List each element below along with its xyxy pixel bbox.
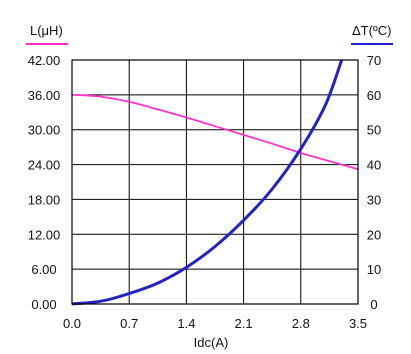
left-tick-label: 0.00	[31, 297, 56, 312]
right-tick-label: 70	[367, 53, 381, 68]
right-tick-label: 60	[367, 88, 381, 103]
grid	[71, 59, 359, 305]
series-layer	[71, 59, 359, 306]
right-tick-label: 10	[367, 262, 381, 277]
x-tick-label: 3.5	[349, 316, 367, 331]
x-tick-label: 0.0	[63, 316, 81, 331]
plot-frame	[71, 59, 359, 305]
right-tick-label: 0	[370, 297, 377, 312]
left-tick-label: 36.00	[28, 88, 61, 103]
right-tick-label: 40	[367, 158, 381, 173]
x-tick-label: 1.4	[177, 316, 195, 331]
axes: 42.0036.0030.0024.0018.0012.006.000.0070…	[28, 53, 382, 331]
x-tick-label: 2.8	[292, 316, 310, 331]
left-tick-label: 42.00	[28, 53, 61, 68]
temperature-series-line	[71, 59, 344, 306]
left-tick-label: 18.00	[28, 192, 61, 207]
x-tick-label: 0.7	[120, 316, 138, 331]
right-axis-label: ΔT(ºC)	[352, 23, 391, 38]
right-tick-label: 30	[367, 192, 381, 207]
right-tick-label: 20	[367, 227, 381, 242]
left-tick-label: 24.00	[28, 158, 61, 173]
left-tick-label: 12.00	[28, 227, 61, 242]
left-tick-label: 30.00	[28, 123, 61, 138]
x-tick-label: 2.1	[235, 316, 253, 331]
left-tick-label: 6.00	[31, 262, 56, 277]
left-axis-label: L(μH)	[30, 23, 63, 38]
legend: L(μH) ΔT(ºC)	[26, 23, 393, 45]
right-tick-label: 50	[367, 123, 381, 138]
x-axis-label: Idc(A)	[194, 335, 229, 350]
inductance-series-line	[71, 94, 359, 171]
